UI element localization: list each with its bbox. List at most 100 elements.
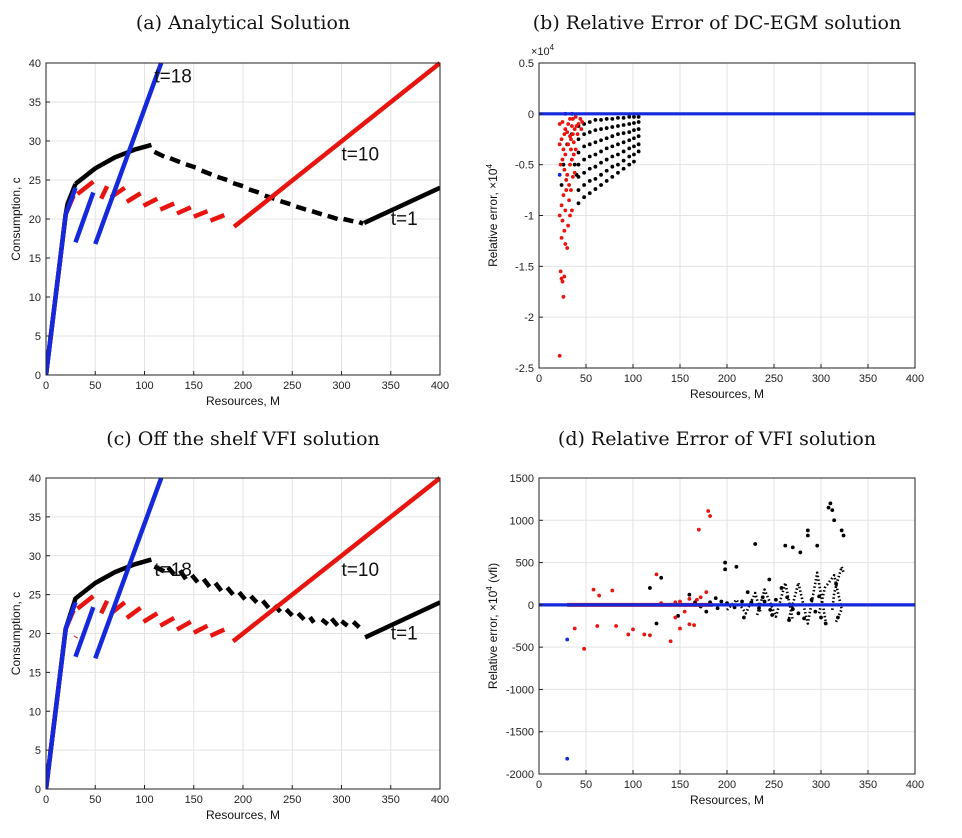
data-point-t1	[713, 596, 718, 600]
data-point-t1	[593, 118, 598, 122]
data-point-t10	[571, 140, 576, 145]
data-point-t1	[740, 599, 744, 604]
data-point-t1	[636, 134, 641, 139]
data-point-t1	[753, 542, 758, 546]
data-point-t10	[582, 646, 587, 651]
x-tick-label: 250	[765, 779, 783, 791]
x-tick-label: 0	[536, 779, 542, 791]
series-t18-segment	[46, 601, 78, 790]
line-annotation: t=18	[154, 560, 192, 581]
x-tick-label: 250	[765, 373, 783, 385]
panel-a-title: (a) Analytical Solution	[135, 12, 351, 34]
x-tick-label: 100	[624, 779, 642, 791]
series-t1-segment	[166, 565, 176, 576]
data-point-t10	[557, 142, 562, 147]
data-point-t10	[687, 597, 692, 601]
data-point-t10	[570, 117, 575, 121]
data-point-t1	[610, 144, 615, 149]
data-point-t10	[559, 203, 564, 208]
y-tick-label: 1500	[510, 473, 534, 485]
data-point-t1	[768, 608, 773, 612]
data-point-t10	[562, 132, 567, 137]
data-point-t1	[627, 114, 632, 119]
data-point-t1	[599, 183, 603, 187]
data-point-t1	[576, 201, 581, 206]
data-point-t10	[570, 174, 575, 179]
data-point-t1	[604, 126, 609, 130]
data-point-t10	[563, 127, 568, 131]
series-t1-segment	[364, 600, 440, 640]
y-tick-label: -1000	[506, 684, 534, 696]
data-point-t10	[568, 162, 572, 167]
data-point-t10	[610, 588, 615, 593]
data-point-t10	[566, 223, 571, 228]
data-point-t1	[802, 616, 806, 621]
series-t1-point-trail	[817, 574, 843, 623]
data-point-t10	[668, 639, 673, 644]
data-point-t1	[627, 154, 632, 159]
data-point-t10	[564, 188, 569, 192]
series-t1-segment	[213, 581, 224, 593]
x-tick-label: 300	[812, 373, 830, 385]
data-point-t1	[610, 125, 615, 129]
data-point-t1	[616, 142, 620, 147]
data-point-t1	[723, 567, 728, 572]
data-point-t1	[610, 154, 615, 159]
data-point-t1	[627, 138, 632, 143]
plot-area	[46, 476, 440, 790]
data-point-t10	[573, 114, 578, 119]
y-tick-label: 10	[29, 292, 41, 304]
x-tick-label: 100	[135, 794, 153, 806]
data-point-t10	[570, 132, 575, 137]
data-point-t1	[723, 560, 728, 565]
data-point-t10	[562, 228, 567, 233]
data-point-t10	[595, 624, 600, 628]
y-axis-label: Relative error, ×104	[485, 164, 500, 267]
data-point-t1	[587, 130, 592, 135]
data-point-t1	[561, 162, 566, 167]
data-point-t10	[567, 183, 571, 187]
data-point-t1	[823, 621, 828, 626]
series-t1-segment	[232, 180, 244, 189]
y-tick-label: -500	[512, 642, 534, 654]
series-t1-point-trail	[831, 565, 845, 611]
data-point-t10	[678, 626, 682, 631]
data-point-t18	[565, 637, 570, 642]
data-point-t1	[632, 152, 636, 157]
data-point-t1	[742, 615, 746, 620]
series-t10-segment	[231, 476, 440, 644]
data-point-t1	[582, 170, 587, 175]
y-axis-label: Relative error, ×104 (vfi)	[485, 563, 500, 689]
series-t10-segment	[125, 605, 142, 620]
data-point-t10	[578, 117, 583, 121]
data-point-t10	[566, 122, 571, 126]
data-point-t1	[576, 188, 581, 192]
x-tick-label: 400	[431, 794, 449, 806]
data-point-t1	[616, 152, 620, 157]
y-tick-label: 40	[29, 58, 41, 70]
series-t1-segment	[351, 620, 361, 629]
data-point-t1	[815, 543, 820, 548]
data-point-t10	[561, 147, 566, 152]
panel-b-title: (b) Relative Error of DC-EGM solution	[532, 12, 902, 34]
panel-a-chart: 0 50 100 150 200 250 300 350 400 0 5 10 15 20 25 30 35 40…	[9, 58, 449, 408]
y-tick-label: 5	[35, 745, 41, 757]
x-tick-label: 150	[671, 779, 689, 791]
series-t1-segment	[200, 168, 213, 177]
data-point-t10	[631, 627, 635, 632]
series-t1-segment	[216, 174, 228, 183]
data-point-t1	[610, 164, 615, 169]
data-point-t1	[593, 164, 598, 169]
series-t1-segment	[358, 220, 365, 226]
series-t1-segment	[169, 156, 181, 165]
y-tick-label: 500	[516, 558, 534, 570]
data-point-t1	[636, 142, 641, 147]
data-point-t10	[559, 235, 564, 240]
data-point-t1	[687, 592, 692, 597]
data-point-t10	[576, 122, 581, 126]
y-axis-label-suffix: (vfi)	[486, 563, 500, 586]
y-tick-label: 40	[29, 473, 41, 485]
data-point-t1	[632, 144, 636, 149]
series-t10-segment	[232, 61, 440, 229]
data-point-t10	[698, 595, 703, 600]
